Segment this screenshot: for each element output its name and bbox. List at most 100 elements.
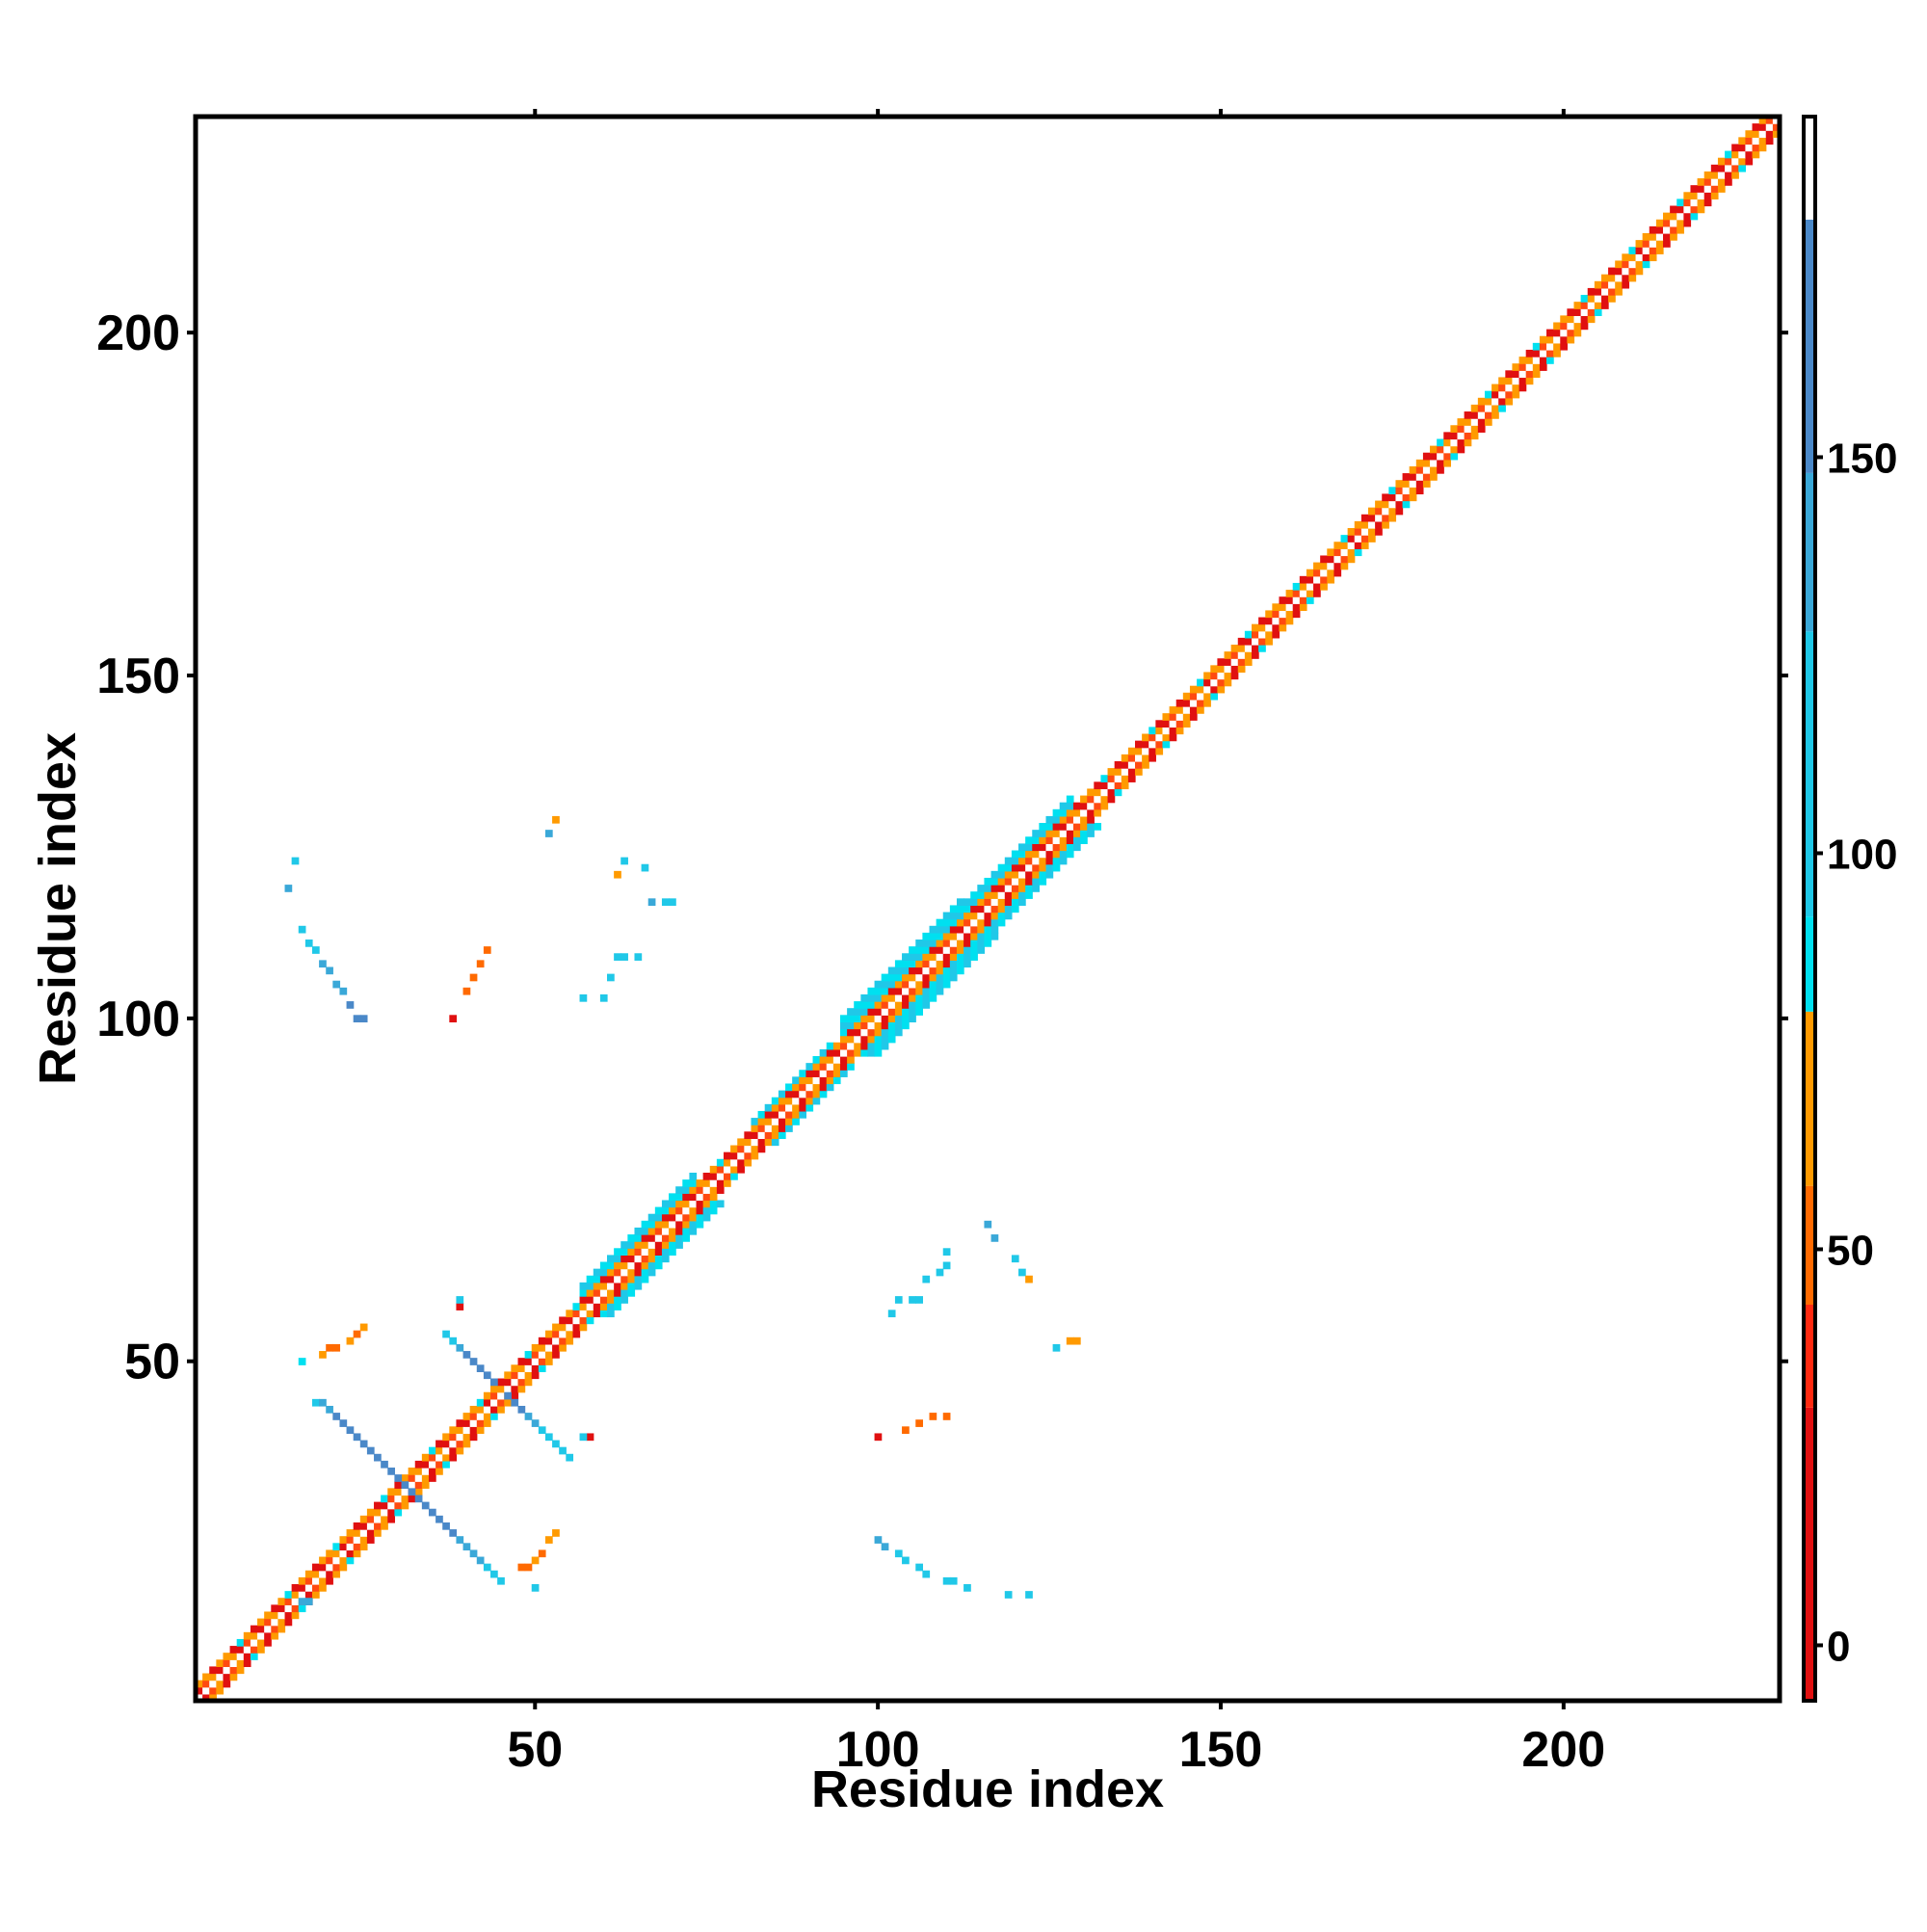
- contact-cell: [359, 1015, 368, 1023]
- diagonal-cell: [819, 1090, 828, 1098]
- diagonal-cell: [1388, 507, 1397, 516]
- diagonal-cell: [381, 1501, 388, 1510]
- contact-cell: [449, 1529, 458, 1537]
- diagonal-cell: [778, 1118, 786, 1125]
- contact-cell: [1018, 1268, 1026, 1277]
- diagonal-cell: [620, 1275, 628, 1284]
- diagonal-cell: [1388, 493, 1397, 502]
- diagonal-cell: [319, 1576, 327, 1585]
- diagonal-cell: [654, 1261, 663, 1270]
- diagonal-cell: [1415, 473, 1424, 481]
- diagonal-cell: [243, 1659, 251, 1668]
- diagonal-cell: [949, 960, 958, 968]
- diagonal-cell: [689, 1179, 698, 1187]
- diagonal-cell: [524, 1371, 533, 1380]
- diagonal-cell: [922, 987, 931, 995]
- diagonal-cell: [1142, 733, 1149, 742]
- diagonal-cell: [812, 1097, 821, 1105]
- diagonal-cell: [860, 1042, 869, 1050]
- diagonal-cell: [675, 1227, 683, 1235]
- diagonal-cell: [1004, 877, 1013, 886]
- diagonal-cell: [984, 905, 992, 913]
- diagonal-cell: [1738, 150, 1747, 159]
- diagonal-cell: [1107, 788, 1116, 797]
- diagonal-cell: [572, 1316, 581, 1325]
- diagonal-cell: [620, 1261, 628, 1270]
- diagonal-cell: [1059, 857, 1068, 865]
- diagonal-cell: [1710, 185, 1719, 193]
- diagonal-cell: [579, 1282, 588, 1290]
- diagonal-cell: [1731, 150, 1739, 159]
- diagonal-cell: [572, 1303, 581, 1310]
- contact-cell: [1004, 1591, 1013, 1599]
- diagonal-cell: [387, 1515, 395, 1523]
- diagonal-cell: [1450, 452, 1459, 461]
- diagonal-cell: [284, 1591, 293, 1599]
- diagonal-cell: [1127, 768, 1136, 776]
- contact-cell: [902, 1426, 910, 1435]
- diagonal-cell: [887, 1015, 896, 1023]
- diagonal-cell: [1306, 582, 1314, 591]
- diagonal-cell: [243, 1631, 251, 1640]
- diagonal-cell: [894, 960, 903, 968]
- diagonal-cell: [1622, 260, 1630, 269]
- diagonal-cell: [298, 1591, 306, 1599]
- contact-cell: [298, 925, 306, 934]
- diagonal-cell: [1676, 225, 1684, 234]
- diagonal-cell: [1710, 171, 1719, 179]
- diagonal-cell: [593, 1282, 601, 1290]
- diagonal-cell: [757, 1131, 766, 1140]
- diagonal-cell: [654, 1234, 663, 1242]
- diagonal-cell: [970, 898, 978, 907]
- diagonal-cell: [1039, 843, 1047, 852]
- diagonal-cell: [436, 1453, 443, 1462]
- diagonal-cell: [1080, 815, 1088, 824]
- diagonal-cell: [1272, 617, 1280, 625]
- diagonal-cell: [243, 1638, 251, 1647]
- diagonal-cell: [1175, 713, 1184, 721]
- diagonal-cell: [1415, 465, 1424, 474]
- diagonal-cell: [881, 1008, 889, 1016]
- diagonal-cell: [737, 1158, 745, 1167]
- diagonal-cell: [1443, 445, 1451, 454]
- diagonal-cell: [922, 932, 931, 940]
- diagonal-cell: [724, 1165, 731, 1174]
- diagonal-cell: [504, 1398, 512, 1407]
- diagonal-cell: [1162, 720, 1171, 728]
- diagonal-cell: [1635, 260, 1644, 269]
- diagonal-cell: [1382, 514, 1389, 522]
- diagonal-cell: [997, 863, 1006, 872]
- diagonal-cell: [1265, 623, 1273, 632]
- diagonal-cell: [744, 1138, 752, 1147]
- diagonal-cell: [1553, 335, 1561, 344]
- diagonal-cell: [881, 1028, 889, 1037]
- diagonal-cell: [627, 1282, 636, 1290]
- diagonal-cell: [449, 1440, 458, 1448]
- diagonal-cell: [1237, 651, 1246, 659]
- diagonal-cell: [682, 1227, 691, 1235]
- diagonal-cell: [304, 1570, 313, 1578]
- diagonal-cell: [517, 1358, 526, 1365]
- diagonal-cell: [1025, 857, 1033, 865]
- diagonal-cell: [874, 1008, 883, 1016]
- diagonal-cell: [894, 1008, 903, 1016]
- diagonal-cell: [799, 1076, 807, 1085]
- diagonal-cell: [620, 1248, 628, 1257]
- diagonal-cell: [1210, 672, 1219, 680]
- diagonal-cell: [339, 1536, 348, 1544]
- diagonal-cell: [421, 1468, 430, 1475]
- colorbar-tick-label: 150: [1827, 435, 1897, 482]
- diagonal-cell: [647, 1241, 656, 1249]
- diagonal-cell: [778, 1103, 786, 1112]
- diagonal-cell: [538, 1351, 546, 1359]
- diagonal-cell: [209, 1666, 217, 1675]
- diagonal-cell: [387, 1501, 395, 1510]
- diagonal-cell: [1717, 185, 1726, 193]
- diagonal-cell: [257, 1631, 265, 1640]
- diagonal-cell: [970, 925, 978, 934]
- diagonal-cell: [1230, 665, 1239, 674]
- diagonal-cell: [860, 1048, 869, 1057]
- diagonal-cell: [964, 953, 971, 961]
- diagonal-cell: [1197, 692, 1204, 701]
- diagonal-cell: [936, 940, 944, 947]
